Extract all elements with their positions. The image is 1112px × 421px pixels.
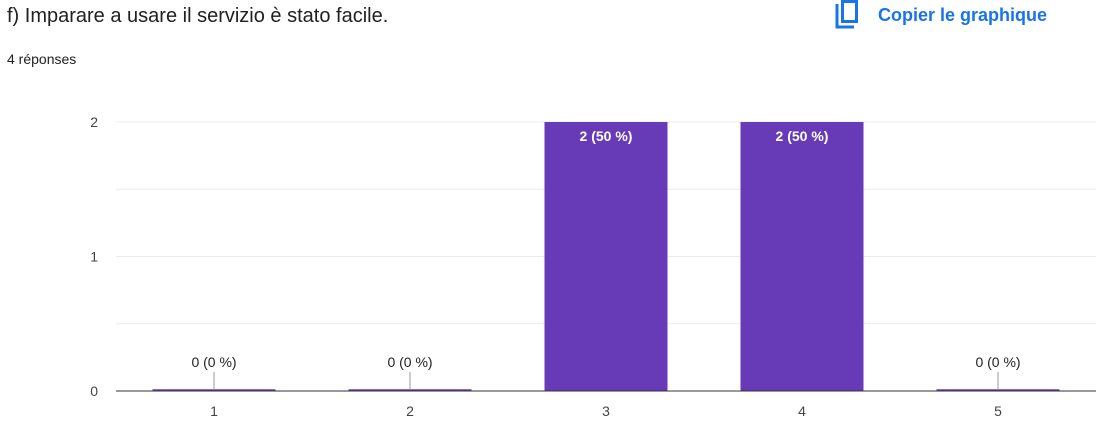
bar	[544, 122, 668, 391]
data-label: 0 (0 %)	[191, 354, 236, 370]
y-tick-label: 2	[90, 114, 98, 130]
data-label: 2 (50 %)	[776, 128, 829, 144]
x-tick-label: 3	[602, 403, 610, 419]
data-label: 0 (0 %)	[975, 354, 1020, 370]
copy-icon	[835, 0, 858, 29]
question-title: f) Imparare a usare il servizio è stato …	[7, 5, 389, 27]
data-label: 0 (0 %)	[387, 354, 432, 370]
x-tick-label: 4	[798, 403, 806, 419]
data-label: 2 (50 %)	[580, 128, 633, 144]
y-tick-label: 0	[90, 383, 98, 399]
copy-chart-button[interactable]: Copier le graphique	[834, 0, 1047, 30]
x-tick-label: 1	[210, 403, 218, 419]
response-count: 4 réponses	[7, 51, 77, 67]
bar	[740, 122, 864, 391]
copy-chart-label: Copier le graphique	[878, 4, 1048, 25]
y-tick-label: 1	[90, 249, 98, 265]
x-tick-label: 2	[406, 403, 414, 419]
x-tick-label: 5	[994, 403, 1002, 419]
